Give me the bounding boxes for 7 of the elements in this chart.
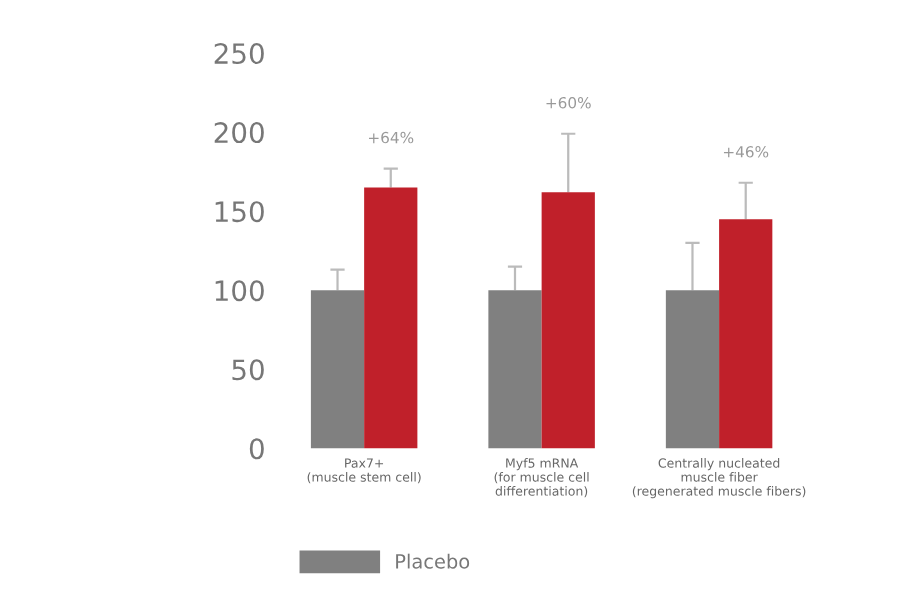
y-tick-label: 200 xyxy=(214,122,264,144)
y-tick-label: 250 xyxy=(214,43,264,65)
y-tick-label: 100 xyxy=(215,280,264,302)
y-tick-label: 50 xyxy=(232,359,264,381)
y-tick-label: 150 xyxy=(215,201,264,223)
y-tick-label: 0 xyxy=(249,438,264,460)
legend-label: Placebo xyxy=(396,553,470,569)
